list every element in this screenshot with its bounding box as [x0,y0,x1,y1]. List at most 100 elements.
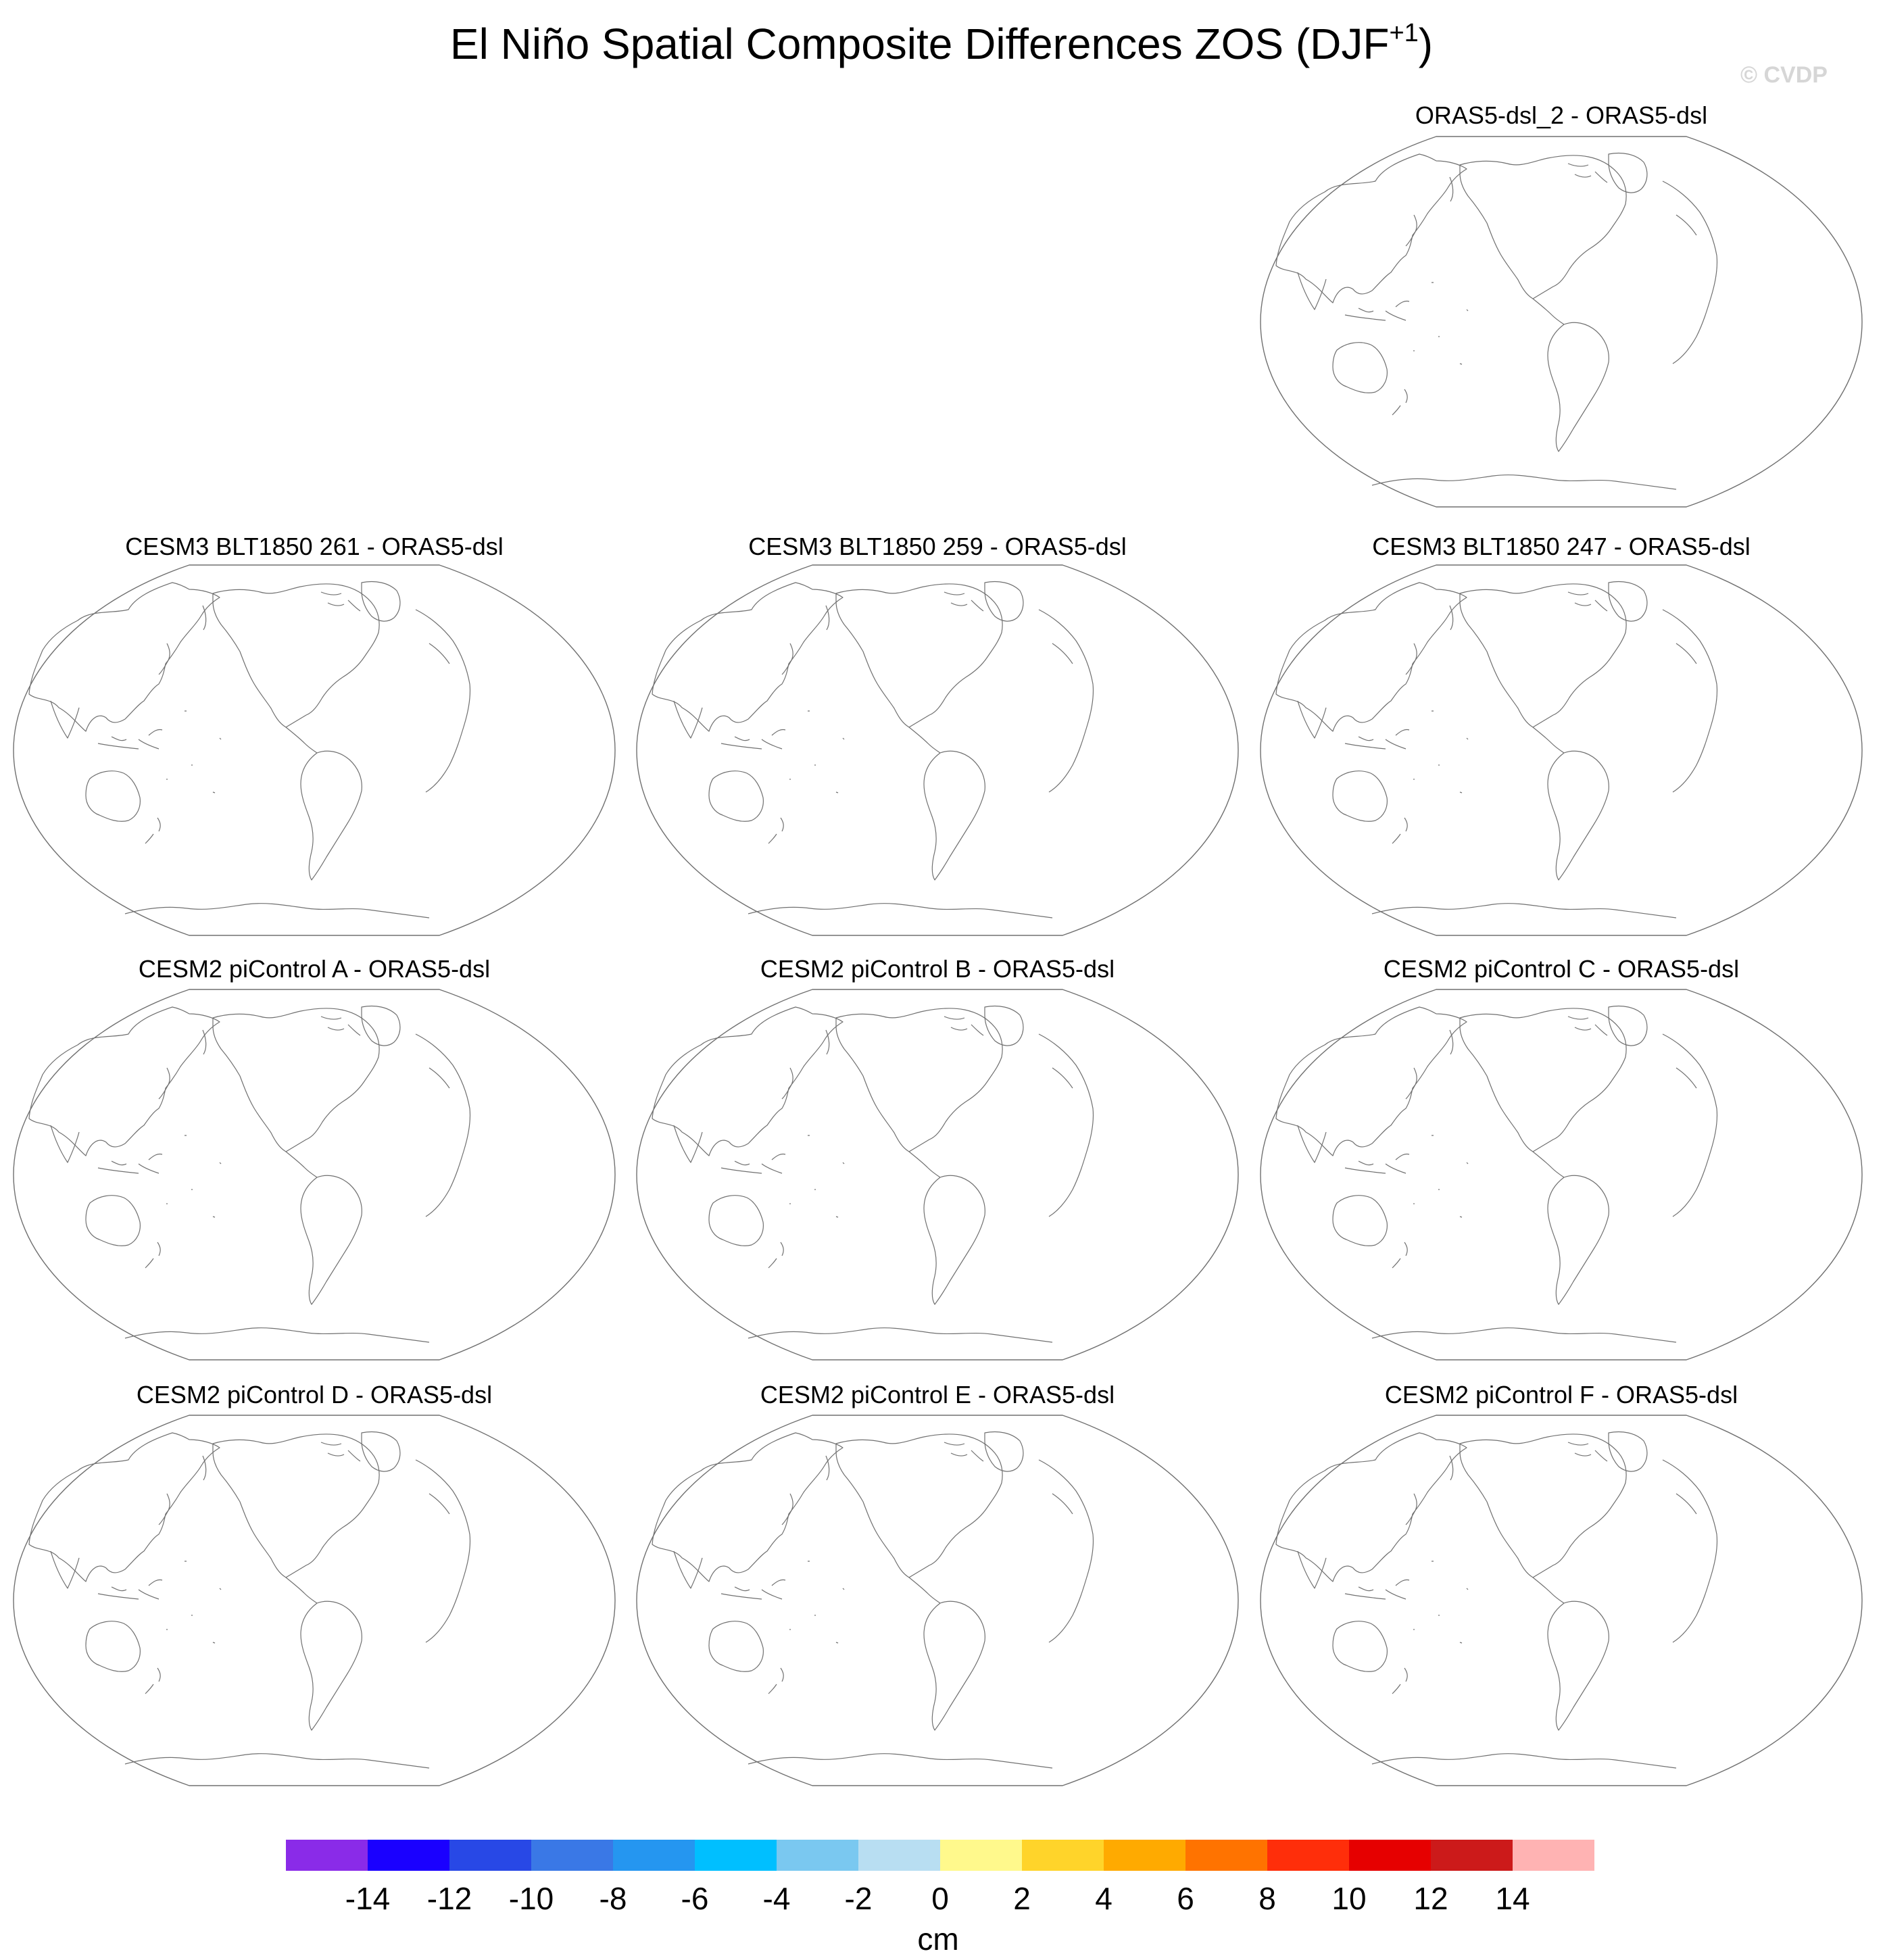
panel-title-7: CESM2 piControl C - ORAS5-dsl [1383,955,1740,983]
central-america-coastline [1532,1151,1565,1178]
antarctica-coastline [124,1753,430,1769]
indonesia-coastline [97,729,163,750]
japan-coastline [781,1493,793,1525]
india-coastline [50,700,80,739]
colorbar-box-7 [777,1840,859,1871]
north-america-coastline [1459,1434,1627,1578]
europe-africa-coastline [1662,609,1718,793]
central-america-coastline [285,1151,318,1178]
antarctica-coastline [124,903,430,918]
new-zealand-coastline [1392,817,1408,844]
europe-africa-coastline [1662,1459,1718,1643]
india-coastline [673,700,703,739]
panel-title-2: CESM3 BLT1850 261 - ORAS5-dsl [125,533,504,560]
colorbar-tick-label: 8 [1258,1881,1276,1916]
panel-title-1: ORAS5-dsl_2 - ORAS5-dsl [1415,101,1708,129]
kamchatka-coastline [825,605,830,631]
japan-coastline [781,1067,793,1100]
pacific-islands [1413,282,1469,365]
colorbar-box-3 [449,1840,532,1871]
colorbar-tick-label: 12 [1413,1881,1448,1916]
south-america-coastline [1547,1600,1609,1731]
japan-coastline [158,1067,170,1100]
central-america-coastline [1532,727,1565,754]
colorbar-tick-label: -6 [681,1881,709,1916]
south-america-coastline [1547,750,1609,881]
colorbar [286,1840,1594,1871]
panel-title-5: CESM2 piControl A - ORAS5-dsl [138,955,491,983]
japan-coastline [781,643,793,675]
colorbar-box-8 [858,1840,941,1871]
new-zealand-coastline [145,817,161,844]
panel-title-3: CESM3 BLT1850 259 - ORAS5-dsl [748,533,1127,560]
antarctica-coastline [1371,903,1677,918]
map-boundary [13,989,616,1361]
colorbar-box-11 [1104,1840,1186,1871]
map-panel-8 [13,1415,616,1786]
australia-coastline [85,1621,141,1672]
colorbar-tick-label: -4 [762,1881,791,1916]
indonesia-coastline [1344,1153,1410,1174]
south-america-coastline [1547,322,1609,452]
australia-coastline [85,770,141,822]
arctic-islands-coastline [944,1016,984,1036]
colorbar-tick-label: 6 [1177,1881,1194,1916]
colorbar-box-13 [1267,1840,1350,1871]
map-boundary [636,989,1239,1361]
japan-coastline [1405,643,1417,675]
india-coastline [673,1125,703,1163]
new-zealand-coastline [1392,1242,1408,1269]
colorbar-tick-label: 0 [931,1881,949,1916]
australia-coastline [1332,1195,1388,1246]
asia-coastline [1275,153,1467,303]
north-america-coastline [1459,155,1627,299]
figure-title: El Niño Spatial Composite Differences ZO… [0,19,1883,69]
south-america-coastline [923,1175,985,1305]
antarctica-coastline [1371,474,1677,490]
map-panel-4 [1260,564,1863,936]
kamchatka-coastline [825,1455,830,1481]
australia-coastline [1332,1621,1388,1672]
south-america-coastline [1547,1175,1609,1305]
antarctica-coastline [1371,1753,1677,1769]
arctic-islands-coastline [1567,591,1608,612]
colorbar-tick-label: -2 [844,1881,873,1916]
europe-africa-coastline [415,609,471,793]
north-america-coastline [1459,583,1627,728]
greenland-coastline [361,1005,401,1046]
central-america-coastline [1532,1577,1565,1604]
colorbar-units: cm [917,1921,959,1957]
australia-coastline [1332,342,1388,393]
arctic-islands-coastline [944,1442,984,1462]
asia-coastline [28,1432,220,1582]
antarctica-coastline [748,1327,1053,1343]
north-america-coastline [835,1008,1003,1152]
colorbar-box-5 [613,1840,695,1871]
arctic-islands-coastline [944,591,984,612]
indonesia-coastline [1344,300,1410,321]
greenland-coastline [984,1431,1024,1472]
greenland-coastline [984,1005,1024,1046]
indonesia-coastline [720,1579,786,1600]
map-boundary [1260,989,1863,1361]
greenland-coastline [1608,1005,1648,1046]
australia-coastline [708,1195,764,1246]
colorbar-tick-label: 4 [1095,1881,1112,1916]
pacific-islands [789,1561,845,1644]
antarctica-coastline [124,1327,430,1343]
india-coastline [1297,1550,1327,1589]
panel-title-9: CESM2 piControl E - ORAS5-dsl [760,1381,1115,1408]
map-panel-6 [636,989,1239,1361]
arctic-islands-coastline [1567,1016,1608,1036]
north-america-coastline [1459,1008,1627,1152]
north-america-coastline [212,1434,380,1578]
asia-coastline [652,582,843,732]
europe-africa-coastline [1038,1033,1094,1217]
colorbar-box-14 [1349,1840,1432,1871]
arctic-islands-coastline [1567,163,1608,183]
europe-africa-coastline [1038,1459,1094,1643]
map-boundary [1260,564,1863,936]
colorbar-box-4 [531,1840,614,1871]
pacific-islands [166,1561,222,1644]
arctic-islands-coastline [320,1016,361,1036]
